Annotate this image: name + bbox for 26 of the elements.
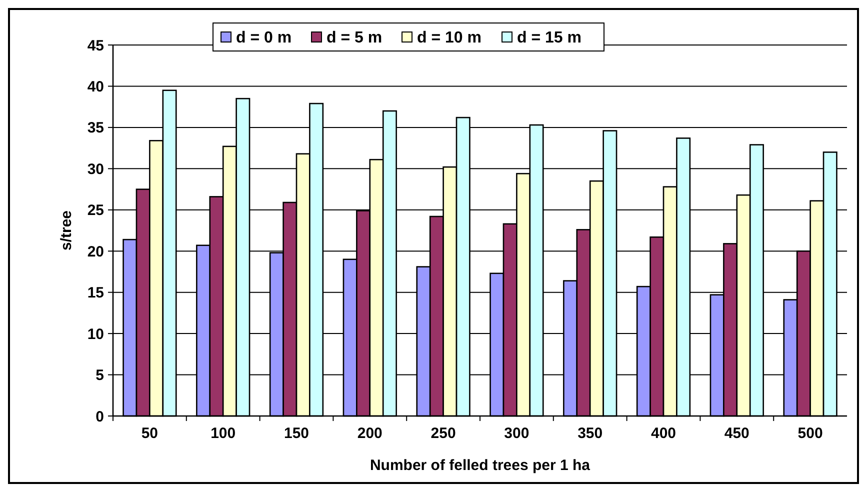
y-tick-label: 35 (87, 120, 104, 137)
y-tick-label: 0 (96, 408, 104, 426)
legend-label: d = 5 m (326, 30, 382, 47)
x-tick-label: 200 (357, 425, 382, 442)
y-tick-label: 20 (87, 243, 104, 260)
x-tick-label: 50 (141, 425, 158, 442)
y-tick-label: 15 (87, 284, 104, 302)
legend-label: d = 0 m (236, 30, 292, 47)
y-tick-label: 25 (87, 202, 104, 220)
y-tick-label: 10 (87, 326, 104, 343)
y-axis-title: s/tree (58, 210, 75, 251)
x-tick-label: 300 (504, 425, 530, 442)
x-tick-label: 350 (578, 425, 603, 442)
x-tick-label: 400 (650, 425, 676, 442)
y-tick-label: 40 (87, 78, 104, 96)
x-tick-label: 150 (284, 425, 310, 442)
x-axis-title: Number of felled trees per 1 ha (370, 457, 591, 474)
x-tick-label: 250 (430, 425, 456, 442)
x-tick-label: 500 (798, 425, 823, 442)
x-tick-label: 450 (724, 425, 750, 442)
legend-label: d = 15 m (517, 30, 582, 47)
x-tick-label: 100 (210, 425, 236, 442)
y-tick-label: 5 (96, 367, 104, 384)
legend-label: d = 10 m (417, 30, 482, 47)
y-tick-label: 30 (87, 160, 104, 178)
y-tick-label: 45 (87, 37, 104, 54)
